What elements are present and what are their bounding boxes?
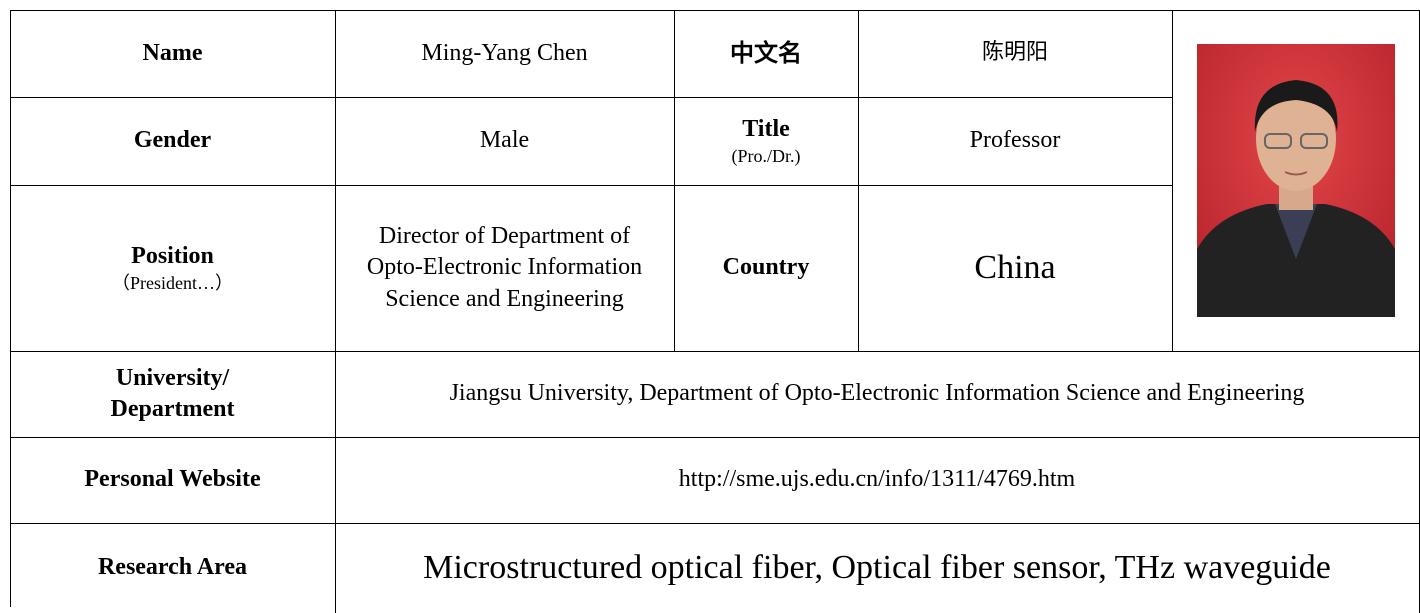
value-cell: Ming-Yang Chen <box>335 10 675 98</box>
value-cell: Professor <box>858 97 1173 186</box>
label: Name <box>142 39 203 66</box>
table-frame <box>10 10 1420 607</box>
label-cell: Position （President…） <box>10 185 336 352</box>
value-cell: Director of Department of Opto-Electroni… <box>335 185 675 352</box>
photo-cell <box>1172 10 1420 352</box>
value: Director of Department of Opto-Electroni… <box>366 223 643 312</box>
value-cell: Microstructured optical fiber, Optical f… <box>335 523 1420 613</box>
label: 中文名 <box>730 38 802 67</box>
label-cell: Gender <box>10 97 336 186</box>
value-cell: Male <box>335 97 675 186</box>
label: Title <box>742 115 790 142</box>
value: Ming-Yang Chen <box>421 39 588 66</box>
value: http://sme.ujs.edu.cn/info/1311/4769.htm <box>678 466 1076 493</box>
value: Jiangsu University, Department of Opto-E… <box>449 380 1305 407</box>
note: (Pro./Dr.) <box>731 145 801 166</box>
label-cell: 中文名 <box>674 10 859 98</box>
label-cell: Research Area <box>10 523 336 613</box>
note: （President…） <box>112 272 233 293</box>
label-cell: Name <box>10 10 336 98</box>
value-cell: 陈明阳 <box>858 10 1173 98</box>
label: Gender <box>133 127 212 154</box>
value: Male <box>479 127 530 154</box>
value: Professor <box>969 127 1061 154</box>
value: Microstructured optical fiber, Optical f… <box>423 548 1331 586</box>
label-cell: Country <box>674 185 859 352</box>
label-cell: Title (Pro./Dr.) <box>674 97 859 186</box>
portrait-photo <box>1196 44 1395 317</box>
label-cell: University/ Department <box>10 351 336 438</box>
value-cell: China <box>858 185 1173 352</box>
value-cell: Jiangsu University, Department of Opto-E… <box>335 351 1420 438</box>
label: University/ Department <box>110 364 235 422</box>
value: China <box>974 248 1056 286</box>
label: Country <box>722 254 810 281</box>
value-cell: http://sme.ujs.edu.cn/info/1311/4769.htm <box>335 437 1420 524</box>
label: Research Area <box>97 554 248 581</box>
label-cell: Personal Website <box>10 437 336 524</box>
label: Position <box>131 242 214 269</box>
label: Personal Website <box>84 466 261 493</box>
value: 陈明阳 <box>981 40 1048 66</box>
